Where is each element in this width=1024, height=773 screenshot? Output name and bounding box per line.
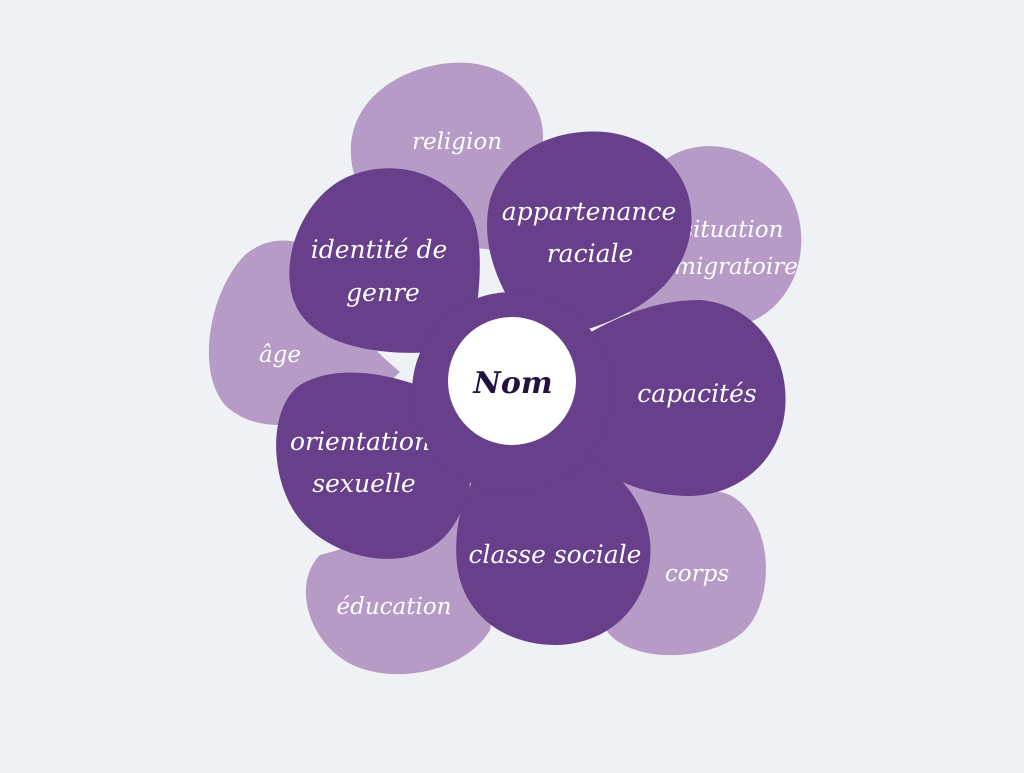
inner-petal-label-line: genre: [346, 278, 420, 307]
outer-petal-label: corps: [665, 561, 729, 587]
inner-petal-label-line: classe sociale: [469, 540, 642, 569]
inner-petal-label: identité de genre: [311, 235, 455, 307]
outer-petal-label-line: migratoire: [674, 254, 798, 280]
inner-petal-label-line: appartenance: [502, 197, 677, 226]
inner-petal-appartenance-raciale: appartenance raciale: [487, 131, 692, 334]
outer-petal-label: religion: [412, 129, 502, 155]
inner-petal-label-line: identité de: [311, 235, 448, 264]
outer-petal-label-line: âge: [259, 342, 301, 368]
inner-petal-label: classe sociale: [469, 540, 642, 569]
inner-petal-label-line: capacités: [637, 379, 756, 408]
center-label: Nom: [472, 366, 552, 401]
center: Nom: [448, 317, 576, 445]
inner-petal-identite-de-genre: identité de genre: [289, 168, 480, 353]
inner-petal-label-line: sexuelle: [312, 469, 415, 498]
outer-petal-label: éducation: [337, 594, 452, 620]
inner-petal-label: appartenance raciale: [502, 197, 684, 268]
outer-petal-label: âge: [259, 342, 301, 368]
center-label-text: Nom: [472, 366, 552, 401]
outer-petal-label-line: religion: [412, 129, 502, 155]
inner-petal-label-line: raciale: [547, 239, 634, 268]
outer-petal-label-line: situation: [681, 217, 783, 243]
inner-petal-label: orientation sexuelle: [290, 427, 438, 498]
inner-petal-label-line: orientation: [290, 427, 430, 456]
outer-petal-education: éducation: [305, 490, 492, 675]
outer-petal-label: situation migratoire: [674, 217, 798, 280]
inner-petal-label: capacités: [637, 379, 756, 408]
outer-petal-label-line: éducation: [337, 594, 452, 620]
inner-petal-capacites: capacités: [547, 300, 786, 496]
center-circle: [448, 317, 576, 445]
outer-petal-label-line: corps: [665, 561, 729, 587]
